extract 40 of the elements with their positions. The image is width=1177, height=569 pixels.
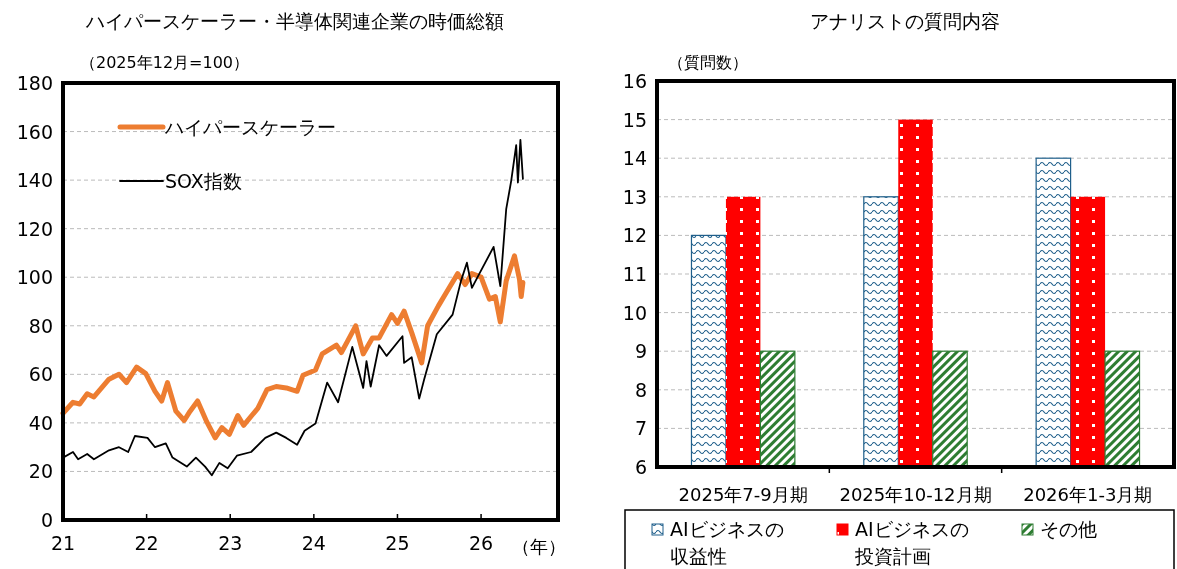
y-tick-label: 0: [40, 509, 53, 531]
x-tick-label: 22: [134, 532, 159, 554]
legend-label: AIビジネスの収益性: [670, 518, 784, 567]
x-tick-label: 2025年10-12月期: [839, 484, 992, 505]
y-tick-label: 60: [28, 363, 53, 386]
y-tick-label: 7: [634, 417, 647, 440]
x-tick-label: 26: [468, 532, 494, 554]
x-tick-label: 2025年7-9月期: [678, 484, 808, 505]
x-tick-label: 21: [50, 532, 76, 554]
y-tick-label: 16: [622, 70, 647, 92]
legend-label: その他: [1040, 518, 1097, 540]
y-tick-label: 180: [16, 72, 53, 94]
legend-label: SOX指数: [165, 170, 242, 192]
legend-label: ハイパースケーラー: [164, 116, 336, 138]
x-tick-label: 2026年1-3月期: [1023, 484, 1153, 505]
y-tick-label: 6: [634, 456, 647, 478]
y-axis-title: （2025年12月=100）: [80, 53, 250, 72]
y-tick-label: 11: [622, 263, 647, 285]
y-tick-label: 100: [16, 266, 53, 289]
y-tick-label: 120: [16, 217, 53, 240]
y-axis-title: （質問数）: [668, 53, 748, 72]
x-tick-label: 23: [218, 532, 243, 554]
y-tick-label: 12: [622, 224, 647, 247]
y-tick-label: 80: [28, 314, 53, 337]
chart-title: アナリストの質問内容: [810, 10, 1000, 32]
y-tick-label: 14: [622, 147, 647, 170]
y-tick-label: 9: [634, 340, 647, 363]
y-tick-label: 13: [622, 185, 647, 208]
y-tick-label: 140: [16, 169, 53, 192]
legend-label: AIビジネスの投資計画: [854, 518, 969, 567]
y-tick-label: 20: [28, 460, 53, 483]
y-tick-label: 160: [16, 120, 53, 143]
y-tick-label: 40: [28, 411, 53, 434]
x-tick-label: 25: [385, 532, 410, 554]
chart-title: ハイパースケーラー・半導体関連企業の時価総額: [85, 10, 504, 32]
y-tick-label: 15: [622, 108, 647, 131]
x-axis-title: （年）: [512, 536, 566, 557]
y-tick-label: 8: [634, 378, 647, 401]
y-tick-label: 10: [622, 301, 647, 324]
x-tick-label: 24: [301, 532, 326, 554]
